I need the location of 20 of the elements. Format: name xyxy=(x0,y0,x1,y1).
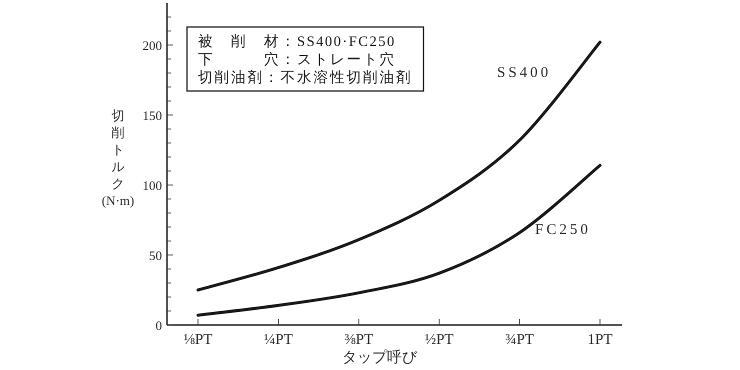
x-axis-title: タップ呼び xyxy=(342,349,418,366)
ylabel: 切削トルク(N·m) xyxy=(102,108,134,208)
y-tick-label: 50 xyxy=(149,248,162,263)
series-label: SS400 xyxy=(497,65,552,81)
y-tick-label: 0 xyxy=(156,318,162,333)
annotation: 下 穴：ストレート穴 xyxy=(198,51,396,68)
series-label: FC250 xyxy=(535,222,591,238)
x-tick-label: ¼PT xyxy=(264,332,293,348)
y-tick-label: 150 xyxy=(142,108,162,123)
x-tick-label: ⅜PT xyxy=(344,332,374,348)
x-tick-label: ⅛PT xyxy=(184,332,212,348)
annotation: 切削油剤：不水溶性切削油剤 xyxy=(198,69,412,86)
annotation: 被 削 材：SS400·FC250 xyxy=(198,33,396,50)
x-tick-label: ½PT xyxy=(424,332,454,348)
note: 被 削 材：SS400·FC250 下 穴：ストレート穴 切削油剤：不水溶性切削油剤 xyxy=(186,26,424,92)
y-tick-label: 100 xyxy=(142,178,162,193)
line-series xyxy=(196,164,602,317)
x-tick-label: ¾PT xyxy=(505,332,534,348)
x-tick-label: 1PT xyxy=(587,332,613,348)
y-tick-label: 200 xyxy=(142,38,162,53)
